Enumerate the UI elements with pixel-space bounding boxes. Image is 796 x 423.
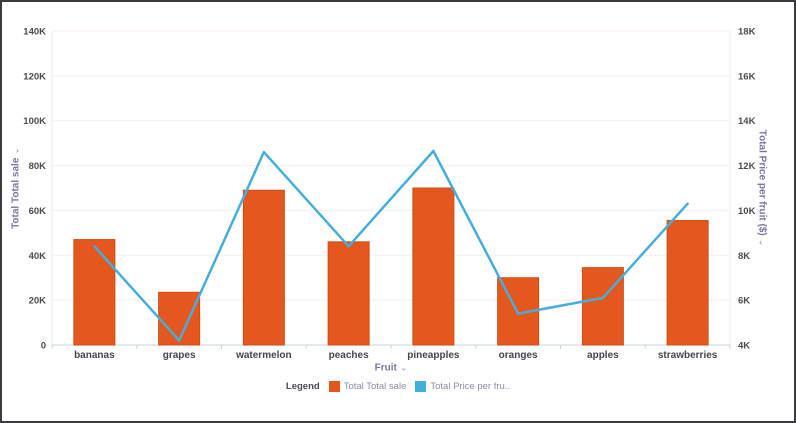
left-axis-tick-label: 60K xyxy=(29,206,47,217)
left-axis-tick-label: 0 xyxy=(41,341,46,352)
bar-bananas[interactable] xyxy=(73,239,116,346)
x-axis-category-label: strawberries xyxy=(658,350,718,361)
x-axis-category-label: peaches xyxy=(329,350,369,361)
legend-item-total-sale[interactable]: Total Total sale xyxy=(328,381,407,392)
legend: Legend Total Total sale Total Price per … xyxy=(2,381,794,392)
x-axis-category-label: bananas xyxy=(74,350,115,361)
right-axis-tick-label: 10K xyxy=(738,206,756,217)
legend-swatch-bar-icon xyxy=(328,381,340,392)
chevron-down-icon: ⌄ xyxy=(399,362,408,373)
x-axis-title-text: Fruit xyxy=(374,362,397,374)
x-axis-category-label: grapes xyxy=(163,350,196,361)
left-axis-tick-label: 120K xyxy=(23,71,46,82)
bar-peaches[interactable] xyxy=(327,241,370,346)
chevron-down-icon: ⌄ xyxy=(757,238,768,247)
x-axis-category-label: oranges xyxy=(499,350,538,361)
bar-pineapples[interactable] xyxy=(412,187,455,346)
right-axis-tick-label: 16K xyxy=(738,71,756,82)
right-axis-tick-label: 18K xyxy=(738,27,756,38)
left-axis-tick-label: 100K xyxy=(23,116,46,127)
x-axis-title[interactable]: Fruit ⌄ xyxy=(375,363,408,374)
right-axis-tick-label: 12K xyxy=(738,161,756,172)
left-axis-tick-label: 40K xyxy=(29,251,47,262)
y-axis-title-right[interactable]: Total Price per fruit ($) ⌄ xyxy=(757,130,768,247)
legend-swatch-line-icon xyxy=(415,381,427,392)
y-axis-title-left-text: Total Total sale xyxy=(10,157,22,229)
bar-strawberries[interactable] xyxy=(666,220,709,346)
left-axis-tick-label: 140K xyxy=(23,27,46,38)
legend-label: Legend xyxy=(285,381,320,392)
right-axis-tick-label: 14K xyxy=(738,116,756,127)
x-axis-category-label: apples xyxy=(587,350,619,361)
price-per-fruit-line[interactable] xyxy=(93,149,689,342)
bar-watermelon[interactable] xyxy=(242,189,285,346)
x-axis-category-label: pineapples xyxy=(407,350,460,361)
left-axis-tick-label: 80K xyxy=(29,161,47,172)
right-axis-tick-label: 8K xyxy=(738,251,750,262)
legend-item-price-per-fruit[interactable]: Total Price per fru.. xyxy=(415,381,510,392)
y-axis-title-right-text: Total Price per fruit ($) xyxy=(756,129,768,236)
chevron-down-icon: ⌄ xyxy=(10,147,21,155)
bar-grapes[interactable] xyxy=(158,291,201,346)
right-axis-tick-label: 4K xyxy=(738,341,750,352)
right-axis-tick-label: 6K xyxy=(738,296,750,307)
legend-item-label: Total Price per fru.. xyxy=(430,381,511,392)
left-axis-tick-label: 20K xyxy=(29,296,47,307)
legend-item-label: Total Total sale xyxy=(343,381,407,392)
y-axis-title-left[interactable]: Total Total sale ⌄ xyxy=(11,147,22,229)
bar-apples[interactable] xyxy=(581,267,624,346)
x-axis-category-label: watermelon xyxy=(235,350,292,361)
